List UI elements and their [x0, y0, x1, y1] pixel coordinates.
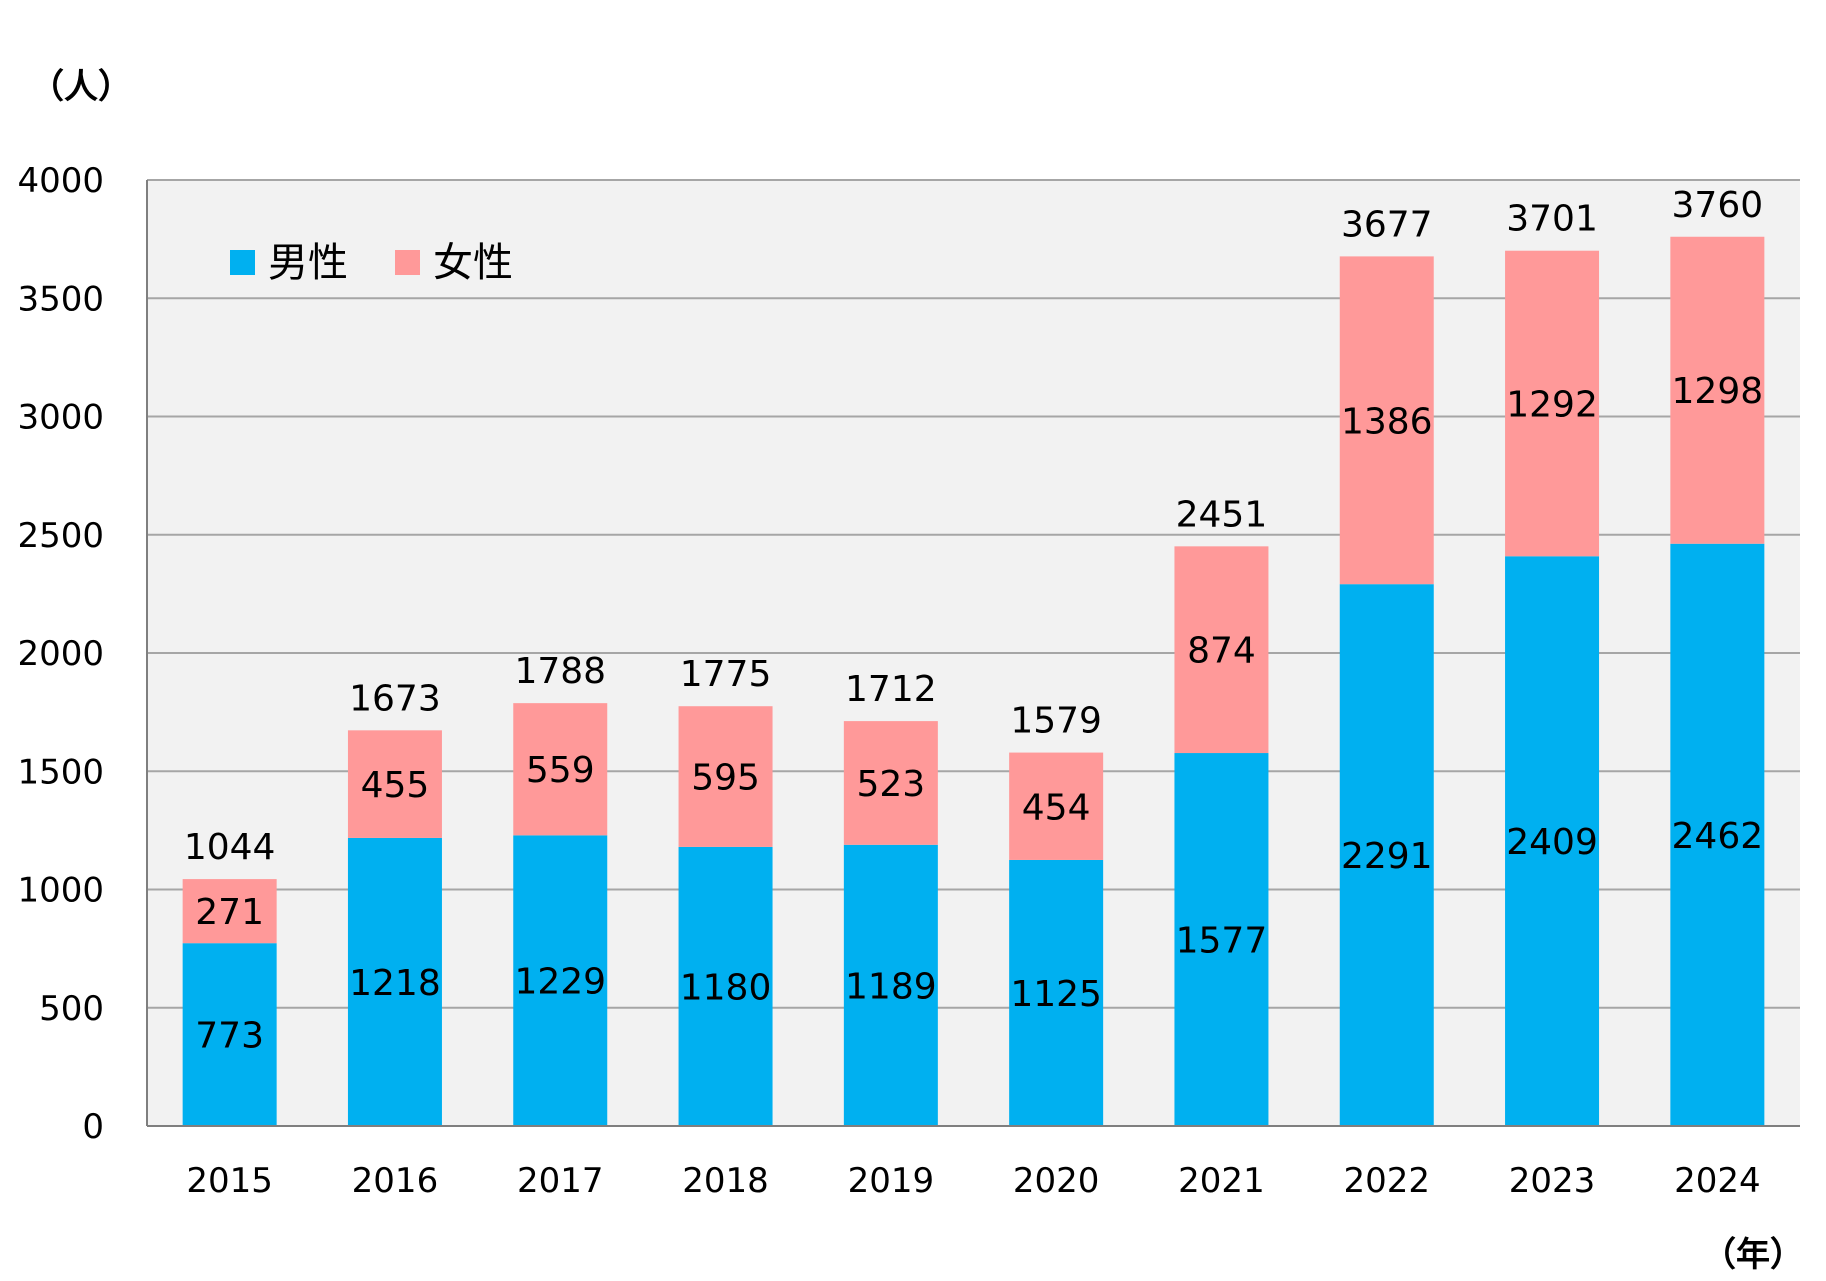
- data-label-total: 1788: [514, 651, 606, 692]
- data-label-total: 1673: [349, 678, 441, 719]
- bar-segment-male: [347, 837, 442, 1126]
- legend-swatch-male: [230, 250, 255, 275]
- data-label-male: 1218: [349, 963, 441, 1004]
- y-tick-label: 3000: [17, 398, 104, 438]
- legend-label-female: 女性: [433, 240, 513, 286]
- bars: [182, 236, 1765, 1126]
- data-label-female: 595: [691, 758, 760, 799]
- data-label-male: 773: [195, 1016, 264, 1057]
- legend-swatch-female: [395, 250, 420, 275]
- x-tick-label: 2019: [848, 1161, 935, 1201]
- data-label-female: 559: [526, 750, 595, 791]
- bar-segment-male: [1009, 859, 1104, 1126]
- data-label-total: 1044: [184, 827, 276, 868]
- data-label-total: 3701: [1506, 199, 1598, 240]
- x-axis-unit: （年）: [1702, 1235, 1804, 1275]
- legend: 男性 女性: [230, 240, 513, 286]
- x-tick-label: 2015: [186, 1161, 273, 1201]
- y-tick-label: 4000: [17, 161, 104, 201]
- bar-segment-male: [678, 846, 773, 1126]
- x-tick-label: 2016: [352, 1161, 439, 1201]
- bar-segment-male: [843, 844, 938, 1126]
- bar-segment-female: [1009, 752, 1104, 860]
- data-label-female: 271: [195, 892, 264, 933]
- bar-segment-female: [1670, 236, 1765, 544]
- bar-segment-male: [1670, 543, 1765, 1126]
- bar-segment-female: [678, 706, 773, 847]
- data-label-male: 2409: [1506, 822, 1598, 863]
- data-label-male: 1229: [514, 962, 606, 1003]
- bar-segment-female: [843, 721, 938, 845]
- y-tick-label: 1000: [17, 871, 104, 911]
- data-label-male: 1189: [845, 966, 937, 1007]
- x-tick-label: 2023: [1509, 1161, 1596, 1201]
- data-label-total: 3760: [1672, 185, 1764, 226]
- data-label-female: 454: [1022, 787, 1091, 828]
- bar-segment-female: [1174, 546, 1269, 754]
- data-label-female: 874: [1187, 631, 1256, 672]
- data-label-female: 1292: [1506, 384, 1598, 425]
- data-label-total: 1579: [1010, 701, 1102, 742]
- bar-segment-male: [182, 943, 277, 1126]
- legend-label-male: 男性: [268, 240, 348, 286]
- y-axis-ticks: 0 500 1000 1500 2000 2500 3000 3500 4000: [17, 161, 104, 1147]
- data-label-female: 1298: [1672, 371, 1764, 412]
- data-label-total: 1712: [845, 669, 937, 710]
- bar-segment-female: [1339, 256, 1434, 585]
- y-tick-label: 3500: [17, 279, 104, 319]
- y-tick-label: 1500: [17, 752, 104, 792]
- bar-segment-female: [1505, 250, 1600, 557]
- x-tick-label: 2018: [682, 1161, 769, 1201]
- y-tick-label: 0: [82, 1107, 104, 1147]
- data-label-female: 523: [856, 764, 925, 805]
- bar-segment-female: [182, 879, 277, 944]
- x-axis-ticks: 2015 2016 2017 2018 2019 2020 2021 2022 2023 2024: [186, 1161, 1760, 1201]
- bar-segment-female: [347, 730, 442, 838]
- bar-segment-male: [1505, 556, 1600, 1126]
- x-tick-label: 2020: [1013, 1161, 1100, 1201]
- data-label-male: 1125: [1010, 974, 1102, 1015]
- data-label-male: 1577: [1176, 921, 1268, 962]
- data-label-male: 1180: [680, 967, 772, 1008]
- bar-segment-male: [513, 835, 608, 1126]
- y-tick-label: 2500: [17, 516, 104, 556]
- data-label-total: 2451: [1176, 494, 1268, 535]
- bar-segment-male: [1174, 753, 1269, 1126]
- bar-segment-male: [1339, 584, 1434, 1126]
- x-tick-label: 2017: [517, 1161, 604, 1201]
- x-tick-label: 2022: [1343, 1161, 1430, 1201]
- data-label-female: 1386: [1341, 401, 1433, 442]
- y-tick-label: 2000: [17, 634, 104, 674]
- data-label-male: 2462: [1672, 816, 1764, 857]
- data-labels: 773 271 1044 1218 455 1673 1229 559 1788 1180 595 1…: [184, 185, 1763, 1057]
- data-label-total: 1775: [680, 654, 772, 695]
- data-label-female: 455: [361, 765, 430, 806]
- bar-segment-female: [513, 703, 608, 836]
- x-tick-label: 2024: [1674, 1161, 1761, 1201]
- data-label-male: 2291: [1341, 836, 1433, 877]
- y-tick-label: 500: [39, 989, 104, 1029]
- data-label-total: 3677: [1341, 204, 1433, 245]
- x-tick-label: 2021: [1178, 1161, 1265, 1201]
- y-axis-unit: （人）: [30, 67, 132, 107]
